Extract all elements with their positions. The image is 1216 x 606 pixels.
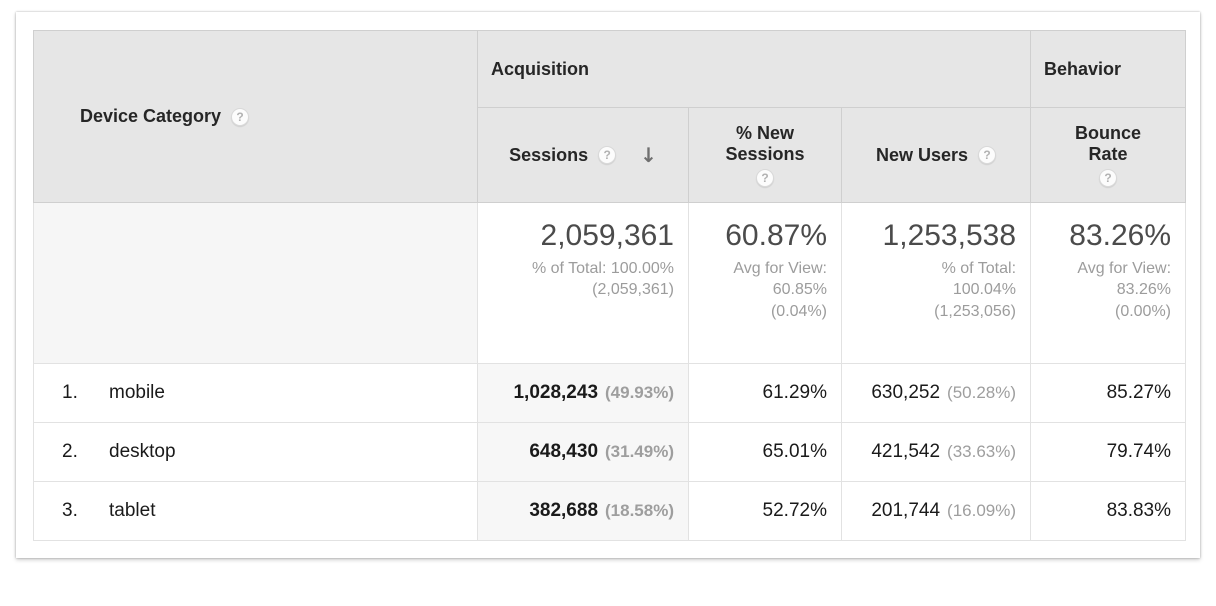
pct-new-sessions-cell: 61.29% xyxy=(688,363,842,423)
device-label: mobile xyxy=(109,382,165,403)
total-new-users-subtext: 100.04% xyxy=(952,281,1017,299)
new-users-value: 630,252 xyxy=(871,382,941,403)
sessions-cell: 1,028,243 (49.93%) xyxy=(477,363,689,423)
analytics-report-card: Device Category ? Acquisition Behavior S… xyxy=(16,12,1200,558)
totals-device-cell xyxy=(33,202,478,364)
totals-row: 2,059,361 % of Total: 100.00% (2,059,361… xyxy=(33,202,1187,364)
help-icon[interactable]: ? xyxy=(598,146,617,164)
total-pct-new-sessions-value: 60.87% xyxy=(725,219,827,252)
sort-descending-icon[interactable]: ↓ xyxy=(640,143,657,167)
metric-header-row: Sessions ? ↓ % New Sessions ? New Users … xyxy=(34,107,1187,203)
column-header-new-users[interactable]: New Users ? xyxy=(840,107,1032,203)
sessions-value: 648,430 xyxy=(529,441,599,462)
behavior-group-label: Behavior xyxy=(1044,58,1122,79)
sessions-value: 1,028,243 xyxy=(513,382,599,403)
sessions-percent: (31.49%) xyxy=(605,442,674,461)
total-new-users-subtext: (1,253,056) xyxy=(934,302,1017,320)
pct-new-sessions-cell: 65.01% xyxy=(688,422,842,482)
pct-new-sessions-cell: 52.72% xyxy=(688,481,842,541)
device-label-cell: 3. tablet xyxy=(33,481,478,541)
column-header-sessions[interactable]: Sessions ? ↓ xyxy=(477,107,689,203)
total-sessions-subtext: (2,059,361) xyxy=(592,281,674,299)
pct-new-sessions-header-label: % New Sessions xyxy=(725,122,805,164)
sessions-value: 382,688 xyxy=(529,500,599,521)
bounce-rate-cell: 83.83% xyxy=(1030,481,1187,541)
help-icon[interactable]: ? xyxy=(231,107,250,126)
new-users-percent: (16.09%) xyxy=(947,501,1017,520)
new-users-header-label: New Users xyxy=(875,144,969,165)
total-bounce-rate-subtext: Avg for View: xyxy=(1077,260,1172,277)
device-label-cell: 1. mobile xyxy=(33,363,478,423)
bounce-rate-cell: 79.74% xyxy=(1030,422,1187,482)
new-users-cell: 201,744 (16.09%) xyxy=(840,481,1032,541)
table-header: Device Category ? Acquisition Behavior S… xyxy=(33,30,1187,203)
table-row: 3. tablet 382,688 (18.58%) 52.72% 201,744 (… xyxy=(33,481,1187,541)
column-header-device-category[interactable]: Device Category ? xyxy=(33,30,478,203)
total-pct-new-sessions-subtext: (0.04%) xyxy=(770,302,827,320)
device-category-table: Device Category ? Acquisition Behavior S… xyxy=(33,30,1187,541)
sessions-percent: (49.93%) xyxy=(605,383,674,402)
totals-bounce-rate-cell: 83.26% Avg for View: 83.26% (0.00%) xyxy=(1030,202,1187,364)
total-pct-new-sessions-subtext: 60.85% xyxy=(772,281,827,299)
total-new-users-value: 1,253,538 xyxy=(882,219,1017,252)
device-label-cell: 2. desktop xyxy=(33,422,478,482)
new-users-value: 421,542 xyxy=(871,441,941,462)
total-pct-new-sessions-subtext: Avg for View: xyxy=(733,260,827,277)
sessions-percent: (18.58%) xyxy=(605,501,674,520)
new-users-cell: 630,252 (50.28%) xyxy=(840,363,1032,423)
totals-new-users-cell: 1,253,538 % of Total: 100.04% (1,253,056… xyxy=(840,202,1032,364)
help-icon[interactable]: ? xyxy=(756,169,774,188)
total-bounce-rate-value: 83.26% xyxy=(1069,219,1172,252)
total-new-users-subtext: % of Total: xyxy=(941,260,1017,277)
new-users-value: 201,744 xyxy=(871,500,941,521)
new-users-percent: (33.63%) xyxy=(947,442,1017,461)
acquisition-group-label: Acquisition xyxy=(491,58,589,79)
total-sessions-value: 2,059,361 xyxy=(540,219,674,252)
bounce-rate-header-label: Bounce Rate xyxy=(1075,122,1142,164)
table-body: 2,059,361 % of Total: 100.00% (2,059,361… xyxy=(33,202,1187,541)
column-header-pct-new-sessions[interactable]: % New Sessions ? xyxy=(688,107,842,203)
group-header-behavior: Behavior xyxy=(1030,30,1187,108)
sessions-header-label: Sessions xyxy=(509,144,589,165)
help-icon[interactable]: ? xyxy=(978,146,997,164)
totals-sessions-cell: 2,059,361 % of Total: 100.00% (2,059,361… xyxy=(477,202,689,364)
device-label: tablet xyxy=(109,500,156,521)
total-bounce-rate-subtext: 83.26% xyxy=(1116,281,1172,299)
sessions-cell: 648,430 (31.49%) xyxy=(477,422,689,482)
new-users-cell: 421,542 (33.63%) xyxy=(840,422,1032,482)
help-icon[interactable]: ? xyxy=(1099,169,1118,188)
column-header-bounce-rate[interactable]: Bounce Rate ? xyxy=(1030,107,1187,203)
row-index: 3. xyxy=(62,500,78,521)
row-index: 2. xyxy=(62,441,78,462)
table-row: 1. mobile 1,028,243 (49.93%) 61.29% 630,25… xyxy=(33,363,1187,423)
row-index: 1. xyxy=(62,382,78,403)
sessions-cell: 382,688 (18.58%) xyxy=(477,481,689,541)
group-header-acquisition: Acquisition xyxy=(476,30,1032,108)
total-sessions-subtext: % of Total: 100.00% xyxy=(531,260,674,277)
device-label: desktop xyxy=(109,441,176,462)
group-header-row: Device Category ? Acquisition Behavior xyxy=(33,30,1187,203)
new-users-percent: (50.28%) xyxy=(947,383,1017,402)
totals-pct-new-sessions-cell: 60.87% Avg for View: 60.85% (0.04%) xyxy=(688,202,842,364)
device-category-header-label: Device Category xyxy=(80,106,222,127)
total-bounce-rate-subtext: (0.00%) xyxy=(1114,302,1172,320)
bounce-rate-cell: 85.27% xyxy=(1030,363,1187,423)
table-row: 2. desktop 648,430 (31.49%) 65.01% 421,542… xyxy=(33,422,1187,482)
